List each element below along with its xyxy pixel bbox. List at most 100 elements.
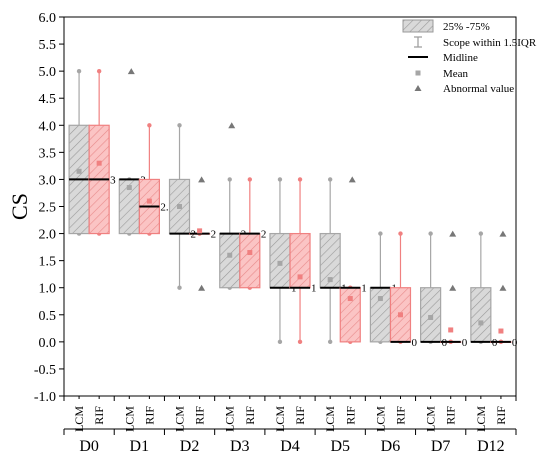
x-group-label: D6 bbox=[381, 438, 401, 455]
whisker-cap bbox=[398, 231, 403, 236]
box-D3-RIF: 2 bbox=[239, 177, 266, 290]
box-D0-RIF: 3 bbox=[88, 68, 116, 236]
x-group-label: D1 bbox=[130, 438, 150, 455]
legend-label-box: 25% -75% bbox=[443, 21, 490, 33]
x-group-label: D2 bbox=[180, 438, 200, 455]
whisker-cap bbox=[227, 177, 232, 182]
box-iqr bbox=[289, 232, 311, 289]
whisker-cap bbox=[428, 231, 433, 236]
mean-marker bbox=[247, 250, 253, 256]
box-iqr bbox=[369, 287, 391, 343]
x-group-label: D0 bbox=[79, 438, 99, 455]
y-tick-label: 5.5 bbox=[39, 38, 57, 53]
mean-marker bbox=[297, 274, 303, 280]
outlier-marker bbox=[228, 122, 236, 129]
mean-marker bbox=[126, 185, 132, 191]
y-tick-label: 2.0 bbox=[39, 228, 57, 243]
whisker-cap bbox=[327, 177, 333, 182]
mean-marker bbox=[448, 327, 454, 333]
x-series-label: RIF bbox=[243, 406, 257, 425]
median-label: 0 bbox=[512, 337, 518, 349]
mean-marker bbox=[377, 296, 383, 302]
whisker-cap bbox=[177, 285, 182, 290]
x-series-label: RIF bbox=[142, 406, 156, 425]
y-tick-label: -1.0 bbox=[34, 390, 56, 405]
x-group-label: D4 bbox=[280, 438, 300, 455]
box-D5-LCM: 1 bbox=[319, 177, 347, 345]
legend-label-outlier: Abnormal value bbox=[443, 83, 514, 95]
box-D7-RIF: 0 bbox=[440, 230, 468, 349]
x-group-label: D7 bbox=[431, 438, 451, 455]
plot-area: 3332.522221111100000 bbox=[63, 16, 518, 397]
mean-marker bbox=[397, 312, 403, 318]
box-D5-RIF: 1 bbox=[339, 176, 367, 345]
whisker-cap bbox=[297, 177, 303, 182]
x-group-label: D3 bbox=[230, 438, 250, 455]
box-D4-LCM: 1 bbox=[269, 177, 296, 345]
outlier-marker bbox=[127, 68, 135, 75]
x-series-label: RIF bbox=[293, 406, 307, 425]
mean-marker bbox=[146, 198, 152, 204]
outlier-marker bbox=[499, 230, 507, 237]
mean-marker bbox=[277, 260, 283, 266]
box-D6-RIF: 0 bbox=[389, 231, 417, 349]
mean-marker bbox=[347, 296, 353, 302]
whisker-cap bbox=[177, 123, 182, 128]
x-series-label: LCM bbox=[173, 406, 187, 432]
x-series-label: LCM bbox=[373, 406, 387, 432]
box-iqr bbox=[339, 287, 361, 343]
whisker-cap bbox=[247, 177, 253, 182]
mean-marker bbox=[96, 160, 102, 166]
legend: 25% -75% Scope within 1.5IQR Midline Mean Ab… bbox=[402, 19, 537, 95]
box-D2-LCM: 2 bbox=[168, 123, 196, 290]
whisker-cap bbox=[478, 231, 484, 236]
x-series-label: RIF bbox=[193, 406, 207, 425]
legend-swatch-box bbox=[402, 19, 434, 33]
box-iqr bbox=[420, 287, 442, 343]
legend-label-mean: Mean bbox=[443, 68, 469, 80]
mean-marker bbox=[177, 204, 183, 209]
outlier-marker bbox=[499, 284, 507, 291]
x-group-label: D5 bbox=[330, 438, 350, 455]
x-series-label: LCM bbox=[323, 406, 337, 432]
median-label: 0 bbox=[462, 337, 468, 349]
y-tick-label: 4.5 bbox=[39, 92, 57, 107]
box-D12-LCM: 0 bbox=[470, 231, 498, 349]
mean-marker bbox=[327, 277, 333, 283]
x-series-label: LCM bbox=[72, 406, 86, 432]
x-series-label: LCM bbox=[474, 406, 488, 432]
legend-swatch-outlier bbox=[414, 85, 422, 91]
y-tick-label: 1.0 bbox=[39, 282, 57, 297]
plot-frame bbox=[63, 16, 517, 397]
box-iqr bbox=[239, 232, 261, 289]
x-axis: D0 LCM RIF D1 LCM RIF D2 LCM RIF D3 LCM RIF D4 LCM RIF… bbox=[63, 396, 517, 455]
y-tick-label: 0.5 bbox=[39, 309, 57, 324]
legend-label-midline: Midline bbox=[443, 52, 478, 64]
whisker-cap bbox=[277, 339, 283, 345]
mean-marker bbox=[227, 252, 233, 258]
y-tick-label: 4.0 bbox=[39, 119, 57, 134]
x-series-label: RIF bbox=[494, 406, 508, 425]
x-series-label: LCM bbox=[273, 406, 287, 432]
x-group-label: D12 bbox=[477, 438, 505, 455]
median-label: 1 bbox=[311, 283, 317, 295]
y-tick-label: 3.5 bbox=[39, 146, 57, 161]
y-tick-label: 3.0 bbox=[39, 173, 57, 188]
outlier-marker bbox=[198, 284, 206, 291]
legend-label-whisker: Scope within 1.5IQR bbox=[443, 37, 537, 49]
outlier-marker bbox=[198, 176, 206, 183]
median-label: 1 bbox=[361, 283, 367, 295]
mean-marker bbox=[76, 168, 82, 174]
whisker-cap bbox=[147, 123, 152, 128]
whisker-cap bbox=[327, 339, 333, 345]
y-tick-label: 5.0 bbox=[39, 65, 57, 80]
y-tick-label: -0.5 bbox=[34, 363, 56, 378]
x-series-label: LCM bbox=[122, 406, 136, 432]
whisker-cap bbox=[378, 231, 383, 236]
whisker-cap bbox=[76, 68, 82, 74]
legend-swatch-mean bbox=[415, 70, 421, 76]
x-series-label: RIF bbox=[444, 406, 458, 425]
box-D4-RIF: 1 bbox=[289, 177, 317, 345]
whisker-cap bbox=[96, 68, 102, 74]
